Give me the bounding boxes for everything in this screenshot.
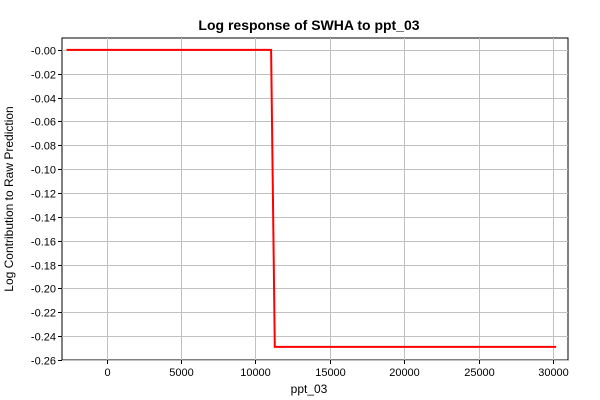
y-tick-label: -0.16 bbox=[31, 237, 56, 249]
y-tick-label: -0.00 bbox=[31, 46, 56, 58]
x-tick-label: 30000 bbox=[538, 367, 569, 379]
y-tick-label: -0.14 bbox=[31, 213, 56, 225]
response-line bbox=[66, 48, 557, 348]
y-tick-label: -0.18 bbox=[31, 261, 56, 273]
series-layer bbox=[66, 48, 557, 348]
x-tick-label: 15000 bbox=[315, 367, 346, 379]
y-tick-label: -0.22 bbox=[31, 308, 56, 320]
x-axis-label: ppt_03 bbox=[291, 382, 328, 396]
y-tick-label: -0.10 bbox=[31, 165, 56, 177]
y-tick-label: -0.06 bbox=[31, 117, 56, 129]
y-tick-label: -0.12 bbox=[31, 189, 56, 201]
x-tick-label: 10000 bbox=[240, 367, 271, 379]
axis-ticks: 0 5000 10000 15000 20000 25000 30000 -0.00 -0.02… bbox=[31, 46, 569, 380]
plot-area bbox=[61, 37, 569, 361]
x-tick-label: 25000 bbox=[464, 367, 495, 379]
chart-title: Log response of SWHA to ppt_03 bbox=[198, 17, 419, 33]
y-tick-label: -0.04 bbox=[31, 94, 56, 106]
y-tick-label: -0.20 bbox=[31, 284, 56, 296]
y-tick-label: -0.26 bbox=[31, 356, 56, 368]
y-tick-label: -0.24 bbox=[31, 332, 56, 344]
x-tick-label: 5000 bbox=[169, 367, 193, 379]
y-tick-label: -0.08 bbox=[31, 141, 56, 153]
gridlines bbox=[62, 38, 568, 361]
y-tick-label: -0.02 bbox=[31, 70, 56, 82]
x-tick-label: 0 bbox=[104, 367, 110, 379]
x-tick-label: 20000 bbox=[389, 367, 420, 379]
y-axis-label: Log Contribution to Raw Prediction bbox=[2, 106, 16, 291]
